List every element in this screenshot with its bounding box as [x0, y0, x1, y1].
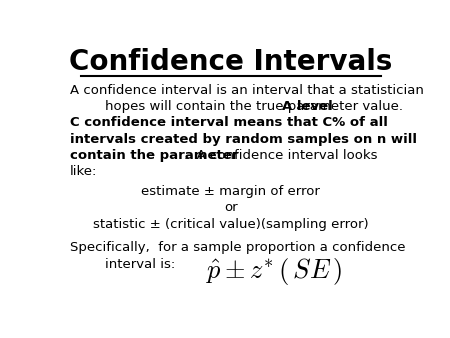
Text: C confidence interval means that C% of all: C confidence interval means that C% of a… [70, 116, 388, 129]
Text: estimate ± margin of error: estimate ± margin of error [141, 185, 320, 198]
Text: interval is:: interval is: [105, 258, 176, 271]
Text: intervals created by random samples on n will: intervals created by random samples on n… [70, 133, 417, 146]
Text: like:: like: [70, 166, 98, 178]
Text: statistic ± (critical value)(sampling error): statistic ± (critical value)(sampling er… [93, 218, 369, 231]
Text: A level: A level [282, 100, 333, 113]
Text: hopes will contain the true parameter value.: hopes will contain the true parameter va… [105, 100, 412, 113]
Text: contain the parameter: contain the parameter [70, 149, 238, 162]
Text: Confidence Intervals: Confidence Intervals [69, 48, 392, 76]
Text: $\hat{p} \pm z^{*}\,(\,SE\,)$: $\hat{p} \pm z^{*}\,(\,SE\,)$ [206, 256, 342, 287]
Text: .  A confidence interval looks: . A confidence interval looks [184, 149, 378, 162]
Text: A confidence interval is an interval that a statistician: A confidence interval is an interval tha… [70, 83, 424, 97]
Text: or: or [224, 201, 238, 214]
Text: Specifically,  for a sample proportion a confidence: Specifically, for a sample proportion a … [70, 241, 406, 254]
